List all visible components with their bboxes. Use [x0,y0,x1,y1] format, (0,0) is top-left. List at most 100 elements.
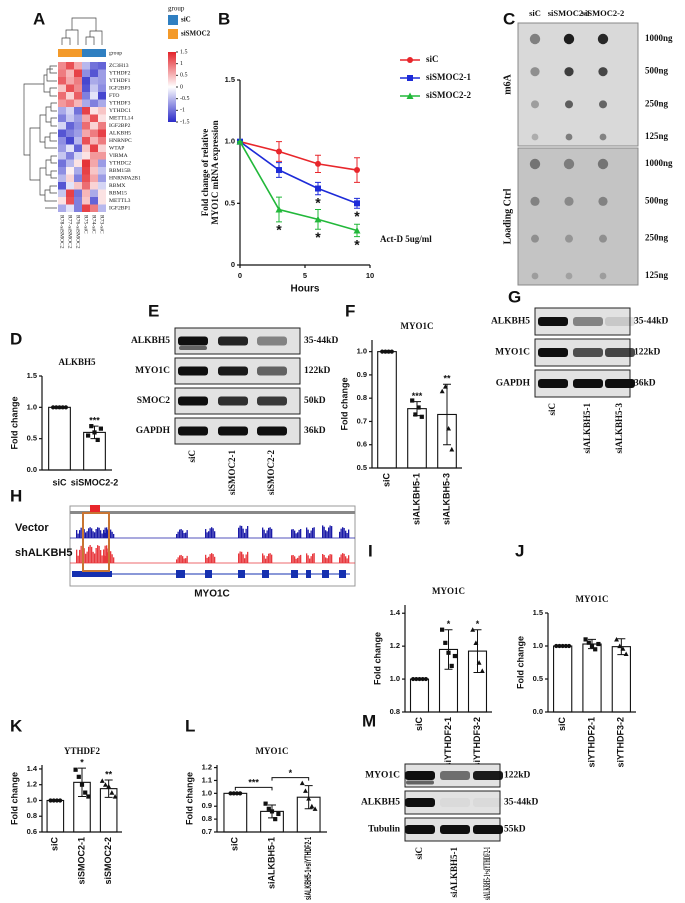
coverage-bar [186,555,188,563]
coverage-bar [244,532,246,538]
coverage-bar [182,556,184,563]
marker [353,226,361,234]
heatmap-cell [98,69,106,77]
coverage-bar [206,532,208,538]
protein-label: GAPDH [496,379,531,389]
panel-letter: L [185,716,195,735]
heatmap-cell [90,122,98,130]
coverage-bar [95,548,97,563]
gene-label: MYO1C [194,589,230,600]
significance: * [276,222,282,238]
significance: * [315,194,321,210]
lane-label: siC [529,8,541,18]
marker [442,384,448,389]
group-cell [90,49,98,57]
y-tick-label: 0.7 [357,416,367,425]
amount-label: 250ng [645,233,669,243]
amount-label: 250ng [645,98,669,108]
lane-label: siSMOC2-1 [548,8,591,18]
coverage-bar [77,555,79,563]
coverage-bar [94,532,96,538]
coverage-bar [247,526,249,538]
coverage-bar [88,528,90,538]
marker [79,782,85,787]
coverage-bar [241,525,243,538]
blot-membrane [517,22,639,147]
marker [554,643,559,649]
colorbar-label: 0 [180,84,183,90]
coverage-bar [100,530,102,538]
column-label: R76-siSMOC2 [75,215,81,249]
heatmap-cell [74,182,82,190]
comparison-label: * [289,768,293,778]
group-cell [74,49,82,57]
gene-label: VIRMA [109,153,128,159]
lane-label: siALKBH5-1+siYTHDF2-1 [482,847,492,900]
marker [57,405,62,410]
heatmap-cell [98,189,106,197]
dot [598,67,608,77]
heatmap-cell [66,114,74,122]
blot-band [406,780,434,785]
gene-exon [262,570,269,578]
marker [380,349,385,354]
y-tick-label: 0.5 [533,674,543,683]
protein-label: ALKBH5 [491,317,530,327]
y-axis-label: Fold change [184,772,194,825]
gene-exon [306,570,311,578]
y-axis-label: Fold change of relative [200,129,210,217]
x-tick-label: siALKBH5-3 [441,473,451,525]
heatmap-cell [82,107,90,115]
blot-band [473,771,503,780]
blot-band [257,396,287,406]
x-tick-label: siYTHDF2-1 [443,717,453,768]
heatmap-cell [58,167,66,175]
coverage-bar [307,555,309,563]
coverage-bar [328,527,330,538]
section-label: Loading Ctrl [502,188,513,244]
track-label: shALKBH5 [15,547,72,559]
marker [470,627,476,632]
lane-label: siALKBH5-1 [449,847,459,898]
heatmap-cell [82,137,90,145]
bar [48,406,71,471]
chart-title: MYO1C [432,586,465,596]
coverage-bar [331,554,333,563]
amount-label: 1000ng [645,33,673,43]
amount-label: 125ng [645,270,669,280]
significance: * [476,619,480,629]
coverage-bar [80,545,82,563]
coverage-bar [295,558,297,563]
heatmap-cell [66,99,74,107]
coverage-bar [183,558,185,563]
size-label: 55kD [504,825,526,835]
significance: * [447,619,451,629]
heatmap-cell [74,114,82,122]
coverage-bar [297,557,299,563]
heatmap-cell [58,122,66,130]
coverage-bar [212,554,214,563]
lane-label: siSMOC2-1 [227,450,237,496]
heatmap-cell [74,159,82,167]
heatmap-cell [58,62,66,70]
marker [309,803,315,809]
coverage-bar [309,558,311,563]
marker [76,774,81,779]
y-tick-label: 1.2 [27,780,37,789]
heatmap-cell [98,137,106,145]
marker [315,185,321,192]
legend-title: group [168,5,185,13]
gene-exon [291,570,298,578]
group-cell [98,49,106,57]
y-tick-label: 1.4 [27,764,38,773]
marker [63,405,68,410]
blot-band [538,379,568,388]
marker [314,215,322,223]
coverage-bar [177,557,179,563]
y-tick-label: 0.9 [202,801,212,810]
marker [440,627,445,632]
marker [103,782,108,787]
significance: * [315,229,321,245]
heatmap-cell [82,159,90,167]
